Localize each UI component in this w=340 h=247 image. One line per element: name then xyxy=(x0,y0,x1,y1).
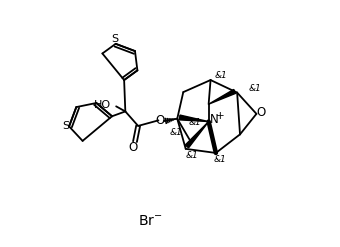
Text: &1: &1 xyxy=(188,118,201,127)
Text: S: S xyxy=(62,121,69,131)
Polygon shape xyxy=(179,115,209,122)
Text: &1: &1 xyxy=(214,155,227,164)
Text: &1: &1 xyxy=(215,71,227,80)
Polygon shape xyxy=(185,122,209,148)
Text: +: + xyxy=(216,111,224,121)
Text: &1: &1 xyxy=(170,128,183,137)
Text: N: N xyxy=(209,113,218,126)
Text: O: O xyxy=(156,114,165,127)
Text: &1: &1 xyxy=(186,151,199,160)
Text: Br$^{-}$: Br$^{-}$ xyxy=(138,214,163,228)
Text: S: S xyxy=(111,35,118,44)
Text: HO: HO xyxy=(94,100,111,110)
Text: O: O xyxy=(128,141,137,154)
Polygon shape xyxy=(209,89,236,104)
Text: &1: &1 xyxy=(249,84,261,93)
Text: O: O xyxy=(256,106,266,119)
